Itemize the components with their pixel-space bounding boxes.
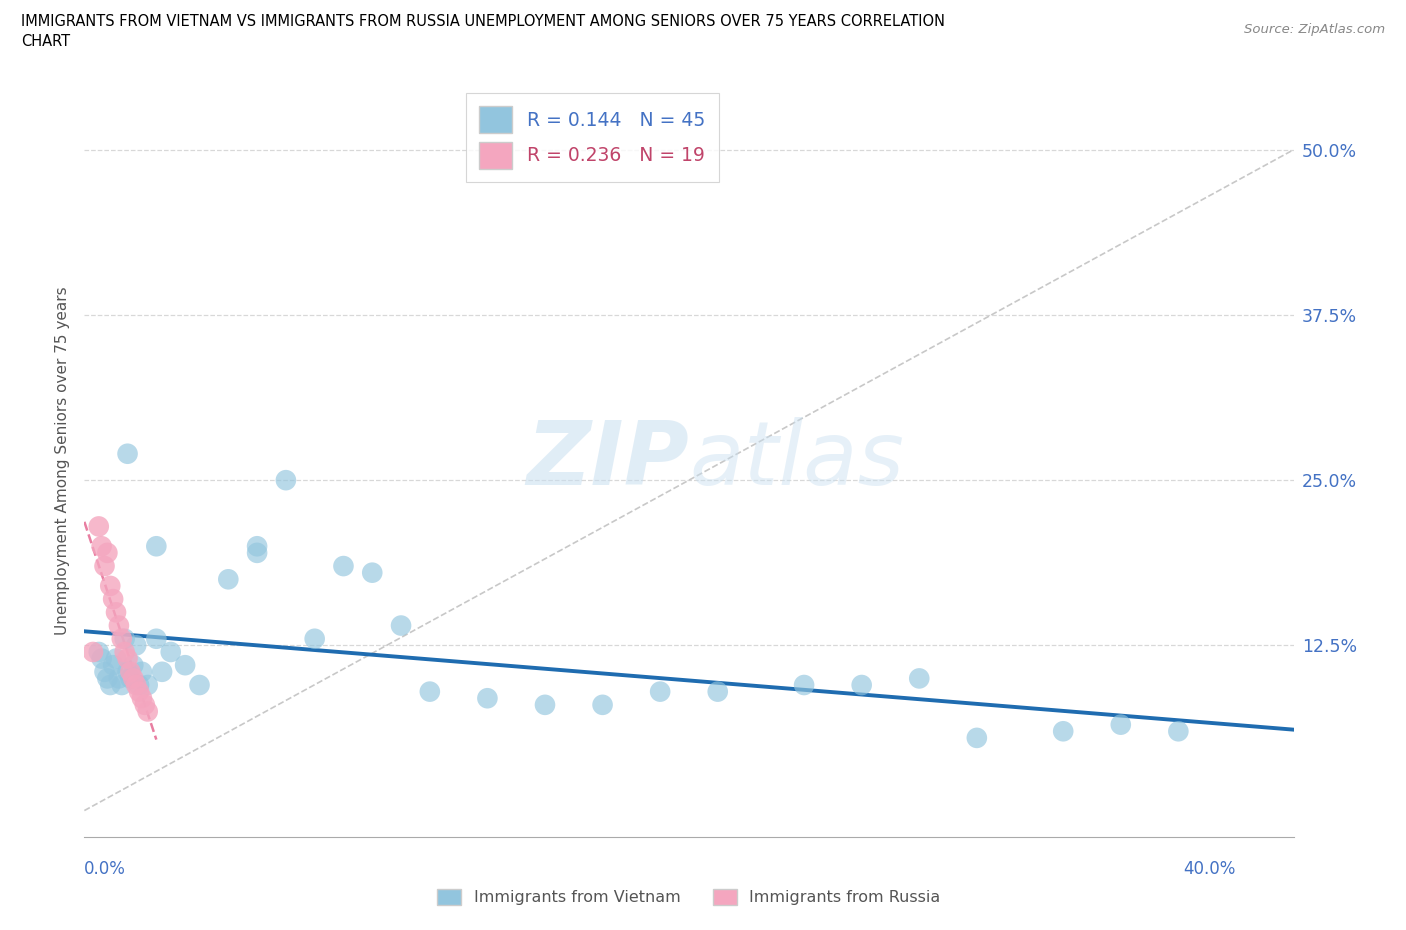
Point [217, 572, 239, 587]
Y-axis label: Unemployment Among Seniors over 75 years: Unemployment Among Seniors over 75 years [55, 286, 70, 634]
Point [793, 678, 815, 693]
Point [111, 631, 134, 646]
Point [131, 664, 153, 679]
Point [361, 565, 384, 580]
Point [136, 678, 159, 693]
Point [114, 644, 136, 659]
Point [332, 559, 354, 574]
Text: Source: ZipAtlas.com: Source: ZipAtlas.com [1244, 23, 1385, 36]
Point [82, 644, 104, 659]
Point [304, 631, 326, 646]
Text: 0.0%: 0.0% [84, 859, 127, 878]
Point [419, 684, 441, 699]
Point [108, 618, 131, 633]
Point [134, 698, 156, 712]
Point [908, 671, 931, 685]
Point [125, 638, 148, 653]
Point [136, 704, 159, 719]
Point [145, 538, 167, 553]
Text: IMMIGRANTS FROM VIETNAM VS IMMIGRANTS FROM RUSSIA UNEMPLOYMENT AMONG SENIORS OVE: IMMIGRANTS FROM VIETNAM VS IMMIGRANTS FR… [21, 14, 945, 29]
Point [98, 578, 121, 593]
Point [851, 678, 873, 693]
Point [128, 678, 150, 693]
Point [1167, 724, 1189, 738]
Text: CHART: CHART [21, 34, 70, 49]
Point [246, 538, 269, 553]
Point [159, 644, 181, 659]
Point [117, 664, 139, 679]
Point [131, 691, 153, 706]
Point [1052, 724, 1074, 738]
Point [96, 671, 118, 685]
Point [96, 545, 118, 560]
Point [389, 618, 412, 633]
Point [1109, 717, 1132, 732]
Point [120, 671, 142, 685]
Point [93, 664, 115, 679]
Legend: Immigrants from Vietnam, Immigrants from Russia: Immigrants from Vietnam, Immigrants from… [430, 883, 948, 912]
Point [150, 664, 173, 679]
Text: ZIP: ZIP [526, 417, 689, 504]
Point [120, 664, 142, 679]
Point [101, 591, 124, 606]
Point [188, 678, 211, 693]
Point [105, 651, 128, 666]
Point [650, 684, 672, 699]
Point [105, 604, 128, 619]
Point [87, 519, 110, 534]
Point [111, 678, 134, 693]
Point [125, 678, 148, 693]
Point [966, 730, 988, 745]
Point [534, 698, 557, 712]
Text: 40.0%: 40.0% [1182, 859, 1236, 878]
Point [122, 658, 145, 672]
Point [117, 446, 139, 461]
Point [592, 698, 614, 712]
Point [128, 684, 150, 699]
Point [90, 538, 112, 553]
Point [87, 644, 110, 659]
Point [98, 678, 121, 693]
Point [174, 658, 197, 672]
Point [101, 658, 124, 672]
Point [108, 671, 131, 685]
Point [122, 671, 145, 685]
Text: atlas: atlas [689, 418, 904, 503]
Point [90, 651, 112, 666]
Point [706, 684, 728, 699]
Point [246, 545, 269, 560]
Point [477, 691, 499, 706]
Point [114, 631, 136, 646]
Point [93, 559, 115, 574]
Point [117, 651, 139, 666]
Point [274, 472, 297, 487]
Point [145, 631, 167, 646]
